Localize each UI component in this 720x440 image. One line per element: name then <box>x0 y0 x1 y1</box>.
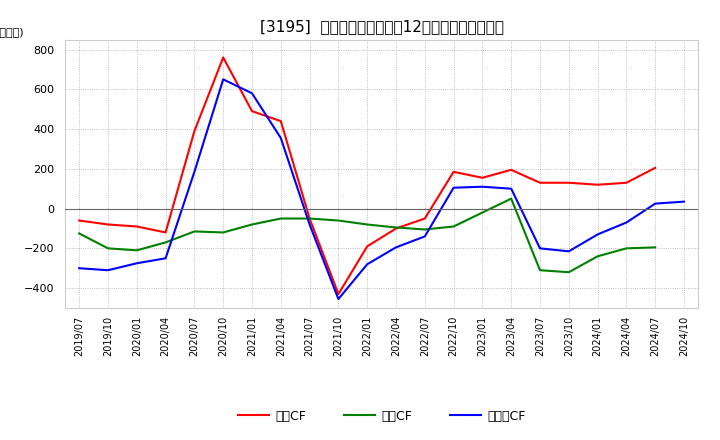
営業CF <box>248 109 256 114</box>
フリーCF <box>593 232 602 237</box>
営業CF <box>75 218 84 223</box>
営業CF <box>334 291 343 297</box>
フリーCF <box>276 136 285 141</box>
投資CF <box>622 246 631 251</box>
投資CF <box>219 230 228 235</box>
投資CF <box>478 210 487 215</box>
投資CF <box>190 229 199 234</box>
投資CF <box>536 268 544 273</box>
投資CF <box>104 246 112 251</box>
営業CF <box>449 169 458 174</box>
営業CF <box>392 226 400 231</box>
フリーCF <box>219 77 228 82</box>
営業CF <box>363 244 372 249</box>
投資CF <box>593 254 602 259</box>
フリーCF <box>420 234 429 239</box>
投資CF <box>564 270 573 275</box>
フリーCF <box>305 222 314 227</box>
営業CF <box>276 118 285 124</box>
投資CF <box>305 216 314 221</box>
営業CF <box>104 222 112 227</box>
フリーCF <box>651 201 660 206</box>
Legend: 営業CF, 投資CF, フリーCF: 営業CF, 投資CF, フリーCF <box>238 410 526 422</box>
営業CF <box>420 216 429 221</box>
フリーCF <box>363 262 372 267</box>
営業CF <box>219 55 228 60</box>
投資CF <box>161 240 170 245</box>
営業CF <box>507 167 516 172</box>
投資CF <box>248 222 256 227</box>
Y-axis label: (百万円): (百万円) <box>0 27 24 37</box>
フリーCF <box>536 246 544 251</box>
Title: [3195]  キャッシュフローの12か月移動合計の推移: [3195] キャッシュフローの12か月移動合計の推移 <box>260 19 503 34</box>
営業CF <box>622 180 631 185</box>
フリーCF <box>449 185 458 191</box>
営業CF <box>190 128 199 134</box>
Line: フリーCF: フリーCF <box>79 79 684 299</box>
フリーCF <box>190 169 199 174</box>
フリーCF <box>334 297 343 302</box>
フリーCF <box>248 91 256 96</box>
投資CF <box>420 227 429 232</box>
投資CF <box>276 216 285 221</box>
フリーCF <box>75 266 84 271</box>
フリーCF <box>392 245 400 250</box>
営業CF <box>651 165 660 170</box>
投資CF <box>75 231 84 236</box>
営業CF <box>478 175 487 180</box>
投資CF <box>334 218 343 223</box>
フリーCF <box>132 260 141 266</box>
Line: 営業CF: 営業CF <box>79 58 655 294</box>
フリーCF <box>478 184 487 189</box>
投資CF <box>507 196 516 201</box>
投資CF <box>449 224 458 229</box>
フリーCF <box>507 186 516 191</box>
営業CF <box>305 216 314 221</box>
フリーCF <box>161 256 170 261</box>
営業CF <box>132 224 141 229</box>
Line: 投資CF: 投資CF <box>79 198 655 272</box>
営業CF <box>161 230 170 235</box>
投資CF <box>132 248 141 253</box>
営業CF <box>593 182 602 187</box>
フリーCF <box>622 220 631 225</box>
投資CF <box>651 245 660 250</box>
営業CF <box>564 180 573 185</box>
フリーCF <box>680 199 688 204</box>
営業CF <box>536 180 544 185</box>
投資CF <box>363 222 372 227</box>
フリーCF <box>104 268 112 273</box>
投資CF <box>392 225 400 230</box>
フリーCF <box>564 249 573 254</box>
